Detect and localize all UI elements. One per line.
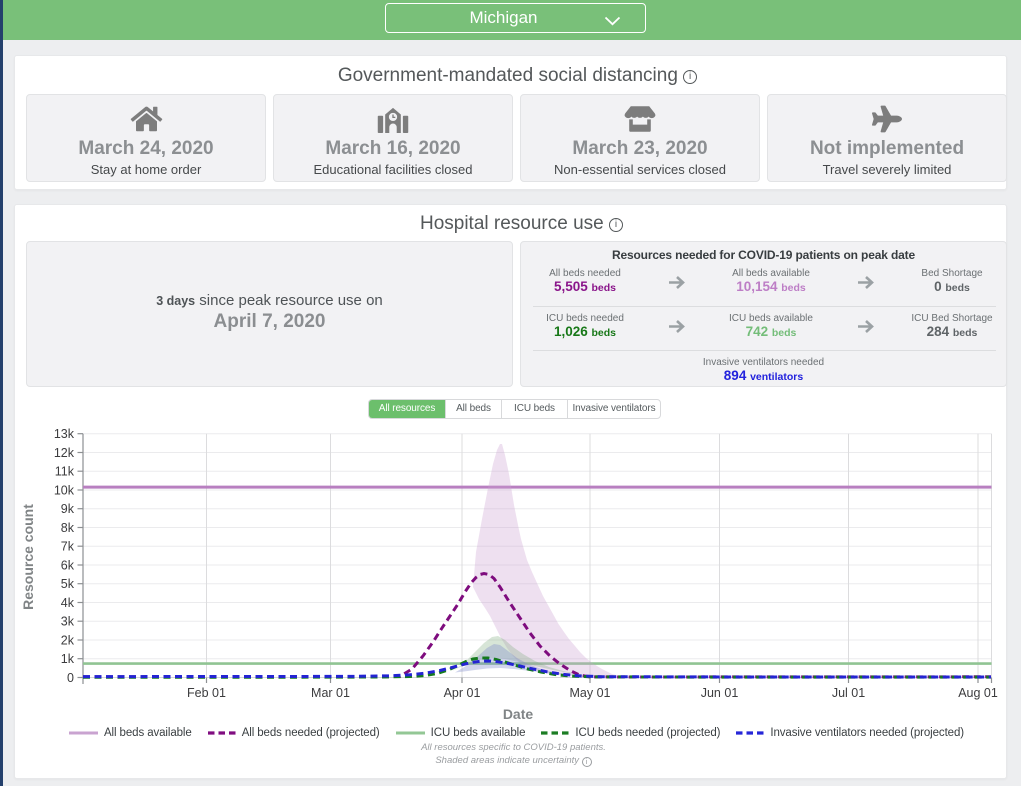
svg-text:12k: 12k	[54, 446, 75, 460]
svg-text:10k: 10k	[54, 484, 75, 498]
svg-text:Apr 01: Apr 01	[444, 686, 481, 700]
svg-text:5k: 5k	[61, 577, 75, 591]
svg-text:Jul 01: Jul 01	[832, 686, 865, 700]
svg-text:11k: 11k	[55, 465, 75, 479]
svg-text:Mar 01: Mar 01	[311, 686, 350, 700]
svg-text:8k: 8k	[61, 521, 75, 535]
svg-text:9k: 9k	[61, 502, 75, 516]
svg-text:3k: 3k	[61, 615, 75, 629]
svg-text:7k: 7k	[61, 540, 75, 554]
svg-text:13k: 13k	[54, 427, 75, 441]
svg-text:0: 0	[67, 671, 74, 685]
svg-text:Jun 01: Jun 01	[701, 686, 739, 700]
svg-text:Feb 01: Feb 01	[187, 686, 226, 700]
svg-text:Resource count: Resource count	[20, 504, 36, 610]
svg-text:Aug 01: Aug 01	[958, 686, 998, 700]
svg-text:May 01: May 01	[570, 686, 611, 700]
svg-text:4k: 4k	[61, 596, 75, 610]
svg-text:1k: 1k	[61, 652, 75, 666]
svg-text:2k: 2k	[61, 634, 75, 648]
svg-text:Date: Date	[503, 706, 534, 722]
svg-text:6k: 6k	[61, 559, 75, 573]
